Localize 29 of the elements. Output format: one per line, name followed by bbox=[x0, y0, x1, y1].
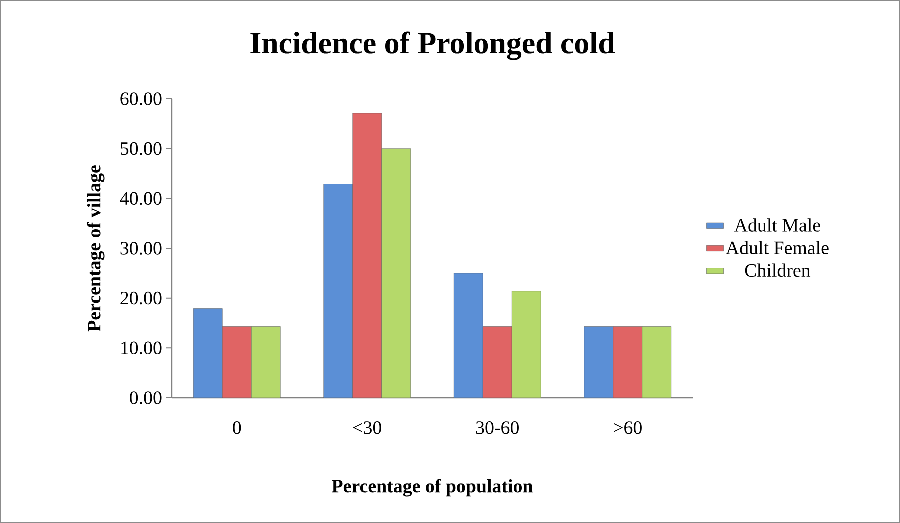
bar bbox=[642, 326, 672, 398]
y-tick-label: 10.00 bbox=[122, 342, 162, 355]
bar bbox=[584, 326, 614, 398]
legend-label: Adult Female bbox=[726, 241, 829, 255]
bar bbox=[512, 291, 542, 398]
x-tick-label: >60 bbox=[614, 422, 642, 434]
x-tick-label: <30 bbox=[354, 422, 382, 434]
bar bbox=[352, 113, 382, 398]
legend-label: Adult Male bbox=[734, 218, 820, 232]
bar bbox=[482, 326, 512, 398]
y-tick-label: 60.00 bbox=[120, 92, 162, 106]
bar bbox=[613, 326, 643, 398]
bar bbox=[251, 326, 281, 398]
bar bbox=[222, 326, 252, 398]
y-tick-label: 30.00 bbox=[120, 242, 162, 255]
y-tick-label: 50.00 bbox=[120, 142, 162, 156]
y-axis-title: Percentage of village bbox=[87, 166, 105, 332]
y-tick-label: 0.00 bbox=[130, 392, 162, 404]
y-tick-label: 20.00 bbox=[120, 292, 162, 305]
bar bbox=[454, 273, 484, 398]
x-axis-title: Percentage of population bbox=[332, 479, 533, 497]
bar bbox=[193, 308, 223, 398]
chart-title: Incidence of Prolonged cold bbox=[250, 32, 616, 60]
bar bbox=[324, 184, 354, 398]
y-tick-label: 40.00 bbox=[120, 192, 162, 206]
x-tick-label: 0 bbox=[233, 422, 242, 434]
legend-label: Children bbox=[745, 264, 811, 278]
x-tick-label: 30-60 bbox=[476, 422, 519, 434]
bar bbox=[382, 148, 412, 398]
